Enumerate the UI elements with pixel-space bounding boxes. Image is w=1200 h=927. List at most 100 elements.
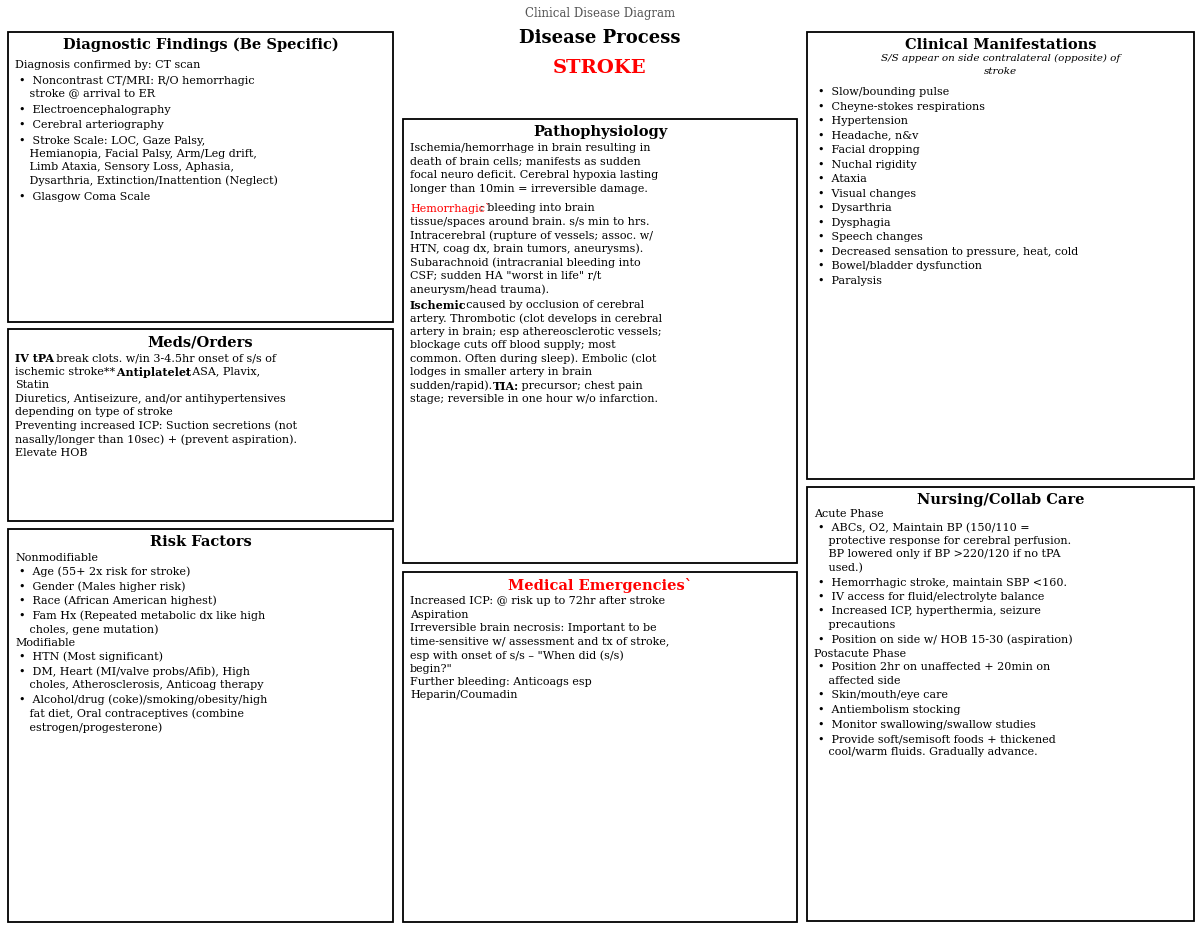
Text: longer than 10min = irreversible damage.: longer than 10min = irreversible damage. xyxy=(410,184,648,194)
Text: •  Cheyne-stokes respirations: • Cheyne-stokes respirations xyxy=(818,101,985,111)
Text: stroke: stroke xyxy=(984,67,1018,76)
Text: common. Often during sleep). Embolic (clot: common. Often during sleep). Embolic (cl… xyxy=(410,353,656,364)
FancyBboxPatch shape xyxy=(8,329,394,521)
Text: : break clots. w/in 3-4.5hr onset of s/s of: : break clots. w/in 3-4.5hr onset of s/s… xyxy=(49,353,276,363)
Text: Further bleeding: Anticoags esp: Further bleeding: Anticoags esp xyxy=(410,677,592,687)
Text: •  DM, Heart (MI/valve probs/Afib), High
   choles, Atherosclerosis, Anticoag th: • DM, Heart (MI/valve probs/Afib), High … xyxy=(19,666,264,690)
Text: death of brain cells; manifests as sudden: death of brain cells; manifests as sudde… xyxy=(410,157,641,167)
Text: •  Hypertension: • Hypertension xyxy=(818,116,908,126)
Text: Nursing/Collab Care: Nursing/Collab Care xyxy=(917,493,1085,507)
Text: Diagnosis confirmed by: CT scan: Diagnosis confirmed by: CT scan xyxy=(14,60,200,70)
Text: •  Dysphagia: • Dysphagia xyxy=(818,218,890,227)
Text: blockage cuts off blood supply; most: blockage cuts off blood supply; most xyxy=(410,340,616,350)
Text: lodges in smaller artery in brain: lodges in smaller artery in brain xyxy=(410,367,592,377)
Text: •  Nuchal rigidity: • Nuchal rigidity xyxy=(818,159,917,170)
Text: Statin: Statin xyxy=(14,380,49,390)
Text: Antiplatelet: Antiplatelet xyxy=(113,366,191,377)
Text: •  Ataxia: • Ataxia xyxy=(818,174,866,184)
Text: aneurysm/head trauma).: aneurysm/head trauma). xyxy=(410,284,550,295)
Text: Elevate HOB: Elevate HOB xyxy=(14,448,88,458)
Text: •  Noncontrast CT/MRI: R/O hemorrhagic
   stroke @ arrival to ER: • Noncontrast CT/MRI: R/O hemorrhagic st… xyxy=(19,75,254,98)
Text: HTN, coag dx, brain tumors, aneurysms).: HTN, coag dx, brain tumors, aneurysms). xyxy=(410,244,643,254)
Text: Intracerebral (rupture of vessels; assoc. w/: Intracerebral (rupture of vessels; assoc… xyxy=(410,230,653,241)
Text: •  Fam Hx (Repeated metabolic dx like high
   choles, gene mutation): • Fam Hx (Repeated metabolic dx like hig… xyxy=(19,610,265,635)
Text: •  HTN (Most significant): • HTN (Most significant) xyxy=(19,652,163,662)
Text: precursor; chest pain: precursor; chest pain xyxy=(518,380,643,390)
Text: focal neuro deficit. Cerebral hypoxia lasting: focal neuro deficit. Cerebral hypoxia la… xyxy=(410,170,659,180)
Text: Modifiable: Modifiable xyxy=(14,638,76,648)
Text: •  Visual changes: • Visual changes xyxy=(818,188,916,198)
Text: •  Increased ICP, hyperthermia, seizure
   precautions: • Increased ICP, hyperthermia, seizure p… xyxy=(818,606,1040,629)
Text: Diagnostic Findings (Be Specific): Diagnostic Findings (Be Specific) xyxy=(62,38,338,53)
Text: •  Paralysis: • Paralysis xyxy=(818,275,882,286)
Text: IV tPA: IV tPA xyxy=(14,353,54,364)
Text: •  Position 2hr on unaffected + 20min on
   affected side: • Position 2hr on unaffected + 20min on … xyxy=(818,663,1050,686)
Text: Pathophysiology: Pathophysiology xyxy=(533,125,667,139)
Text: •  Facial dropping: • Facial dropping xyxy=(818,145,919,155)
Text: ischemic stroke**: ischemic stroke** xyxy=(14,366,115,376)
Text: Hemorrhagic`: Hemorrhagic` xyxy=(410,203,491,214)
Text: Medical Emergencies`: Medical Emergencies` xyxy=(508,578,692,593)
Text: depending on type of stroke: depending on type of stroke xyxy=(14,407,173,417)
Text: Increased ICP: @ risk up to 72hr after stroke: Increased ICP: @ risk up to 72hr after s… xyxy=(410,596,665,606)
Text: •  Age (55+ 2x risk for stroke): • Age (55+ 2x risk for stroke) xyxy=(19,566,191,578)
Text: •  Dysarthria: • Dysarthria xyxy=(818,203,892,213)
Text: •  Skin/mouth/eye care: • Skin/mouth/eye care xyxy=(818,691,948,701)
Text: •  Monitor swallowing/swallow studies: • Monitor swallowing/swallow studies xyxy=(818,719,1036,730)
Text: : ASA, Plavix,: : ASA, Plavix, xyxy=(185,366,260,376)
Text: Nonmodifiable: Nonmodifiable xyxy=(14,553,98,563)
Text: Subarachnoid (intracranial bleeding into: Subarachnoid (intracranial bleeding into xyxy=(410,257,641,268)
Text: •  Position on side w/ HOB 15-30 (aspiration): • Position on side w/ HOB 15-30 (aspirat… xyxy=(818,634,1073,645)
Text: : caused by occlusion of cerebral: : caused by occlusion of cerebral xyxy=(458,299,644,310)
Text: •  Gender (Males higher risk): • Gender (Males higher risk) xyxy=(19,581,186,591)
Text: •  Decreased sensation to pressure, heat, cold: • Decreased sensation to pressure, heat,… xyxy=(818,247,1079,257)
Text: •  Speech changes: • Speech changes xyxy=(818,232,923,242)
Text: nasally/longer than 10sec) + (prevent aspiration).: nasally/longer than 10sec) + (prevent as… xyxy=(14,434,298,445)
Text: •  Alcohol/drug (coke)/smoking/obesity/high
   fat diet, Oral contraceptives (co: • Alcohol/drug (coke)/smoking/obesity/hi… xyxy=(19,694,268,732)
Text: Ischemia/hemorrhage in brain resulting in: Ischemia/hemorrhage in brain resulting i… xyxy=(410,143,650,153)
Text: tissue/spaces around brain. s/s min to hrs.: tissue/spaces around brain. s/s min to h… xyxy=(410,217,649,226)
Text: •  Race (African American highest): • Race (African American highest) xyxy=(19,595,217,606)
Text: Preventing increased ICP: Suction secretions (not: Preventing increased ICP: Suction secret… xyxy=(14,421,298,431)
FancyBboxPatch shape xyxy=(808,487,1194,921)
Text: •  Electroencephalography: • Electroencephalography xyxy=(19,105,170,115)
Text: •  Slow/bounding pulse: • Slow/bounding pulse xyxy=(818,87,949,97)
Text: •  Bowel/bladder dysfunction: • Bowel/bladder dysfunction xyxy=(818,261,982,271)
Text: time-sensitive w/ assessment and tx of stroke,: time-sensitive w/ assessment and tx of s… xyxy=(410,637,670,646)
Text: STROKE: STROKE xyxy=(553,59,647,77)
Text: Disease Process: Disease Process xyxy=(520,29,680,47)
Text: TIA:: TIA: xyxy=(493,380,520,391)
Text: sudden/rapid).: sudden/rapid). xyxy=(410,380,496,391)
Text: •  Glasgow Coma Scale: • Glasgow Coma Scale xyxy=(19,192,150,201)
Text: begin?": begin?" xyxy=(410,664,452,674)
Text: CSF; sudden HA "worst in life" r/t: CSF; sudden HA "worst in life" r/t xyxy=(410,271,601,281)
FancyBboxPatch shape xyxy=(8,32,394,322)
Text: Irreversible brain necrosis: Important to be: Irreversible brain necrosis: Important t… xyxy=(410,623,656,633)
Text: •  Hemorrhagic stroke, maintain SBP <160.: • Hemorrhagic stroke, maintain SBP <160. xyxy=(818,578,1067,588)
Text: Acute Phase: Acute Phase xyxy=(814,509,883,519)
Text: •  Antiembolism stocking: • Antiembolism stocking xyxy=(818,705,960,715)
Text: stage; reversible in one hour w/o infarction.: stage; reversible in one hour w/o infarc… xyxy=(410,394,658,404)
Text: •  Stroke Scale: LOC, Gaze Palsy,
   Hemianopia, Facial Palsy, Arm/Leg drift,
  : • Stroke Scale: LOC, Gaze Palsy, Hemiano… xyxy=(19,135,278,186)
Text: •  Headache, n&v: • Headache, n&v xyxy=(818,131,918,141)
Text: artery. Thrombotic (clot develops in cerebral: artery. Thrombotic (clot develops in cer… xyxy=(410,313,662,324)
Text: Heparin/Coumadin: Heparin/Coumadin xyxy=(410,691,517,701)
Text: Postacute Phase: Postacute Phase xyxy=(814,649,906,659)
Text: Risk Factors: Risk Factors xyxy=(150,535,251,549)
Text: •  Cerebral arteriography: • Cerebral arteriography xyxy=(19,120,163,130)
FancyBboxPatch shape xyxy=(403,119,797,563)
Text: Aspiration: Aspiration xyxy=(410,609,468,619)
Text: artery in brain; esp athereosclerotic vessels;: artery in brain; esp athereosclerotic ve… xyxy=(410,326,661,337)
Text: •  Provide soft/semisoft foods + thickened
   cool/warm fluids. Gradually advanc: • Provide soft/semisoft foods + thickene… xyxy=(818,734,1056,757)
Text: •  IV access for fluid/electrolyte balance: • IV access for fluid/electrolyte balanc… xyxy=(818,592,1044,602)
FancyBboxPatch shape xyxy=(403,572,797,922)
Text: Ischemic: Ischemic xyxy=(410,299,467,311)
Text: esp with onset of s/s – "When did (s/s): esp with onset of s/s – "When did (s/s) xyxy=(410,650,624,661)
Text: Meds/Orders: Meds/Orders xyxy=(148,335,253,349)
FancyBboxPatch shape xyxy=(8,529,394,922)
Text: Clinical Disease Diagram: Clinical Disease Diagram xyxy=(524,7,676,20)
Text: Diuretics, Antiseizure, and/or antihypertensives: Diuretics, Antiseizure, and/or antihyper… xyxy=(14,393,286,403)
Text: : bleeding into brain: : bleeding into brain xyxy=(480,203,595,213)
Text: S/S appear on side contralateral (opposite) of: S/S appear on side contralateral (opposi… xyxy=(881,54,1120,63)
Text: •  ABCs, O2, Maintain BP (150/110 =
   protective response for cerebral perfusio: • ABCs, O2, Maintain BP (150/110 = prote… xyxy=(818,523,1072,573)
